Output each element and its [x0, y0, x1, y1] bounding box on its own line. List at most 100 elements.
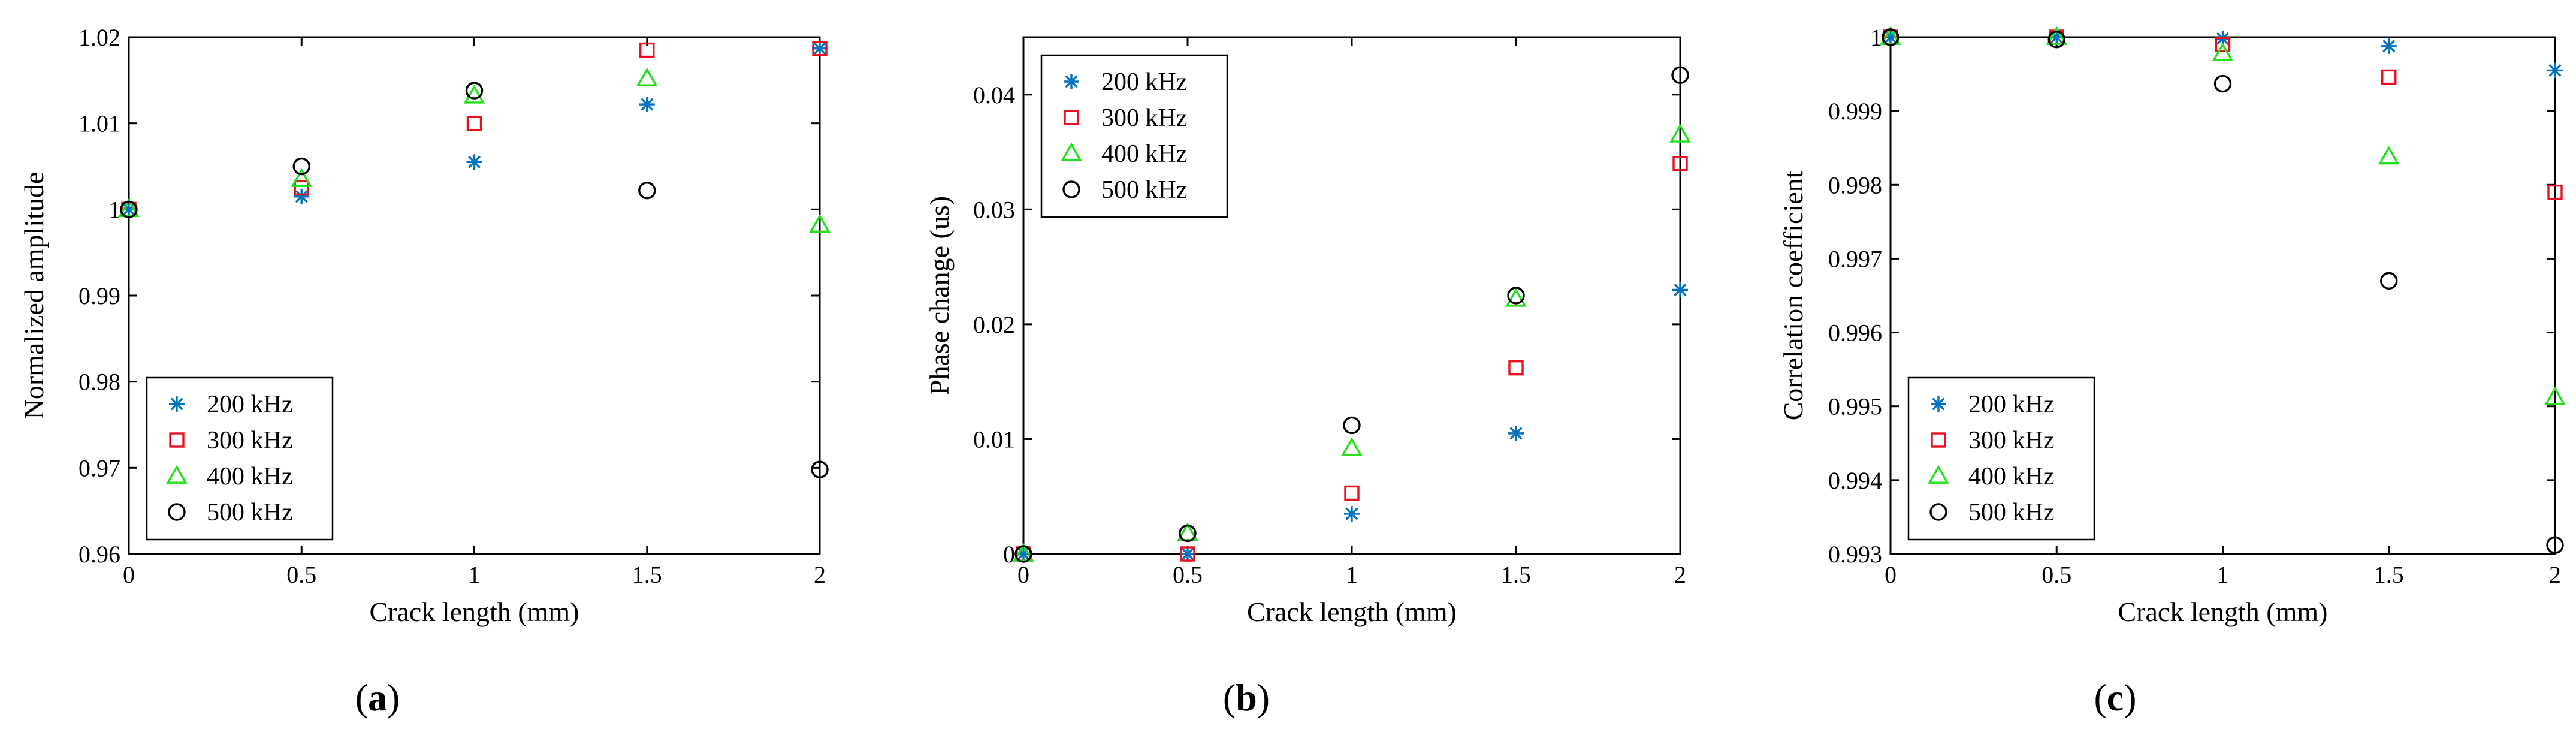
legend-entry: 300 kHz	[207, 427, 292, 454]
legend-entry: 500 kHz	[1968, 499, 2054, 526]
legend-marker	[169, 432, 185, 448]
data-point-300-khz	[2215, 37, 2231, 53]
x-tick-label: 1	[2217, 561, 2229, 588]
y-tick-label: 0.04	[973, 82, 1015, 109]
data-point-200-khz	[2381, 38, 2397, 54]
data-point-400-khz	[2046, 26, 2068, 45]
legend-marker	[1931, 396, 1946, 412]
panel-label-b: (b)	[1223, 676, 1270, 719]
data-point-200-khz	[1508, 425, 1524, 441]
legend-entry: 500 kHz	[207, 499, 292, 526]
x-tick-label: 1.5	[1501, 561, 1531, 588]
y-tick-label: 0.997	[1828, 245, 1882, 272]
panel-a: 0 0.5 1 1.5 2 0.96 0.97 0.98 0.99 1 1.01 1.02 Crack …	[19, 24, 831, 627]
data-point-400-khz	[2378, 146, 2400, 165]
legend-marker	[1931, 432, 1946, 448]
x-axis-label: Crack length (mm)	[2118, 597, 2327, 627]
x-tick-label: 0.5	[1173, 561, 1203, 588]
data-point-500-khz	[1671, 66, 1689, 84]
x-tick-label: 2	[814, 561, 826, 588]
panel-letter: c	[2107, 676, 2124, 719]
y-axis-label: Phase change (us)	[924, 196, 955, 395]
data-point-500-khz	[811, 460, 829, 478]
panel-c: 0 0.5 1 1.5 2 0.993 0.994 0.995 0.996 0.997 0.998 0…	[1778, 24, 2566, 627]
panel-letter: a	[368, 676, 387, 719]
data-point-400-khz	[118, 198, 140, 218]
data-point-400-khz	[291, 168, 313, 187]
y-tick-label: 0.996	[1828, 320, 1882, 347]
data-point-300-khz	[812, 40, 828, 56]
legend: 200 kHz 300 kHz 400 kHz 500 kHz	[1907, 376, 2095, 541]
x-axis-label: Crack length (mm)	[369, 597, 579, 627]
data-point-300-khz	[2547, 184, 2563, 200]
x-tick-label: 0.5	[286, 561, 316, 588]
x-tick-label: 1.5	[632, 561, 662, 588]
data-point-200-khz	[812, 40, 828, 56]
x-tick-label: 1	[469, 561, 481, 588]
data-point-500-khz	[1014, 545, 1032, 563]
x-tick-label: 0.5	[2042, 561, 2071, 588]
x-tick-label: 0	[1017, 561, 1029, 588]
data-point-500-khz	[2546, 536, 2564, 554]
y-tick-label: 1	[108, 196, 120, 223]
y-tick-label: 0.98	[78, 369, 120, 396]
x-tick-label: 2	[1674, 561, 1686, 588]
legend-marker	[1064, 74, 1079, 89]
legend: 200 kHz 300 kHz 400 kHz 500 kHz	[1040, 54, 1228, 218]
y-tick-label: 0.03	[973, 196, 1015, 223]
data-point-400-khz	[2212, 42, 2234, 62]
data-point-300-khz	[1508, 360, 1524, 376]
data-point-200-khz	[1672, 282, 1688, 298]
legend-marker	[1061, 142, 1082, 161]
y-tick-label: 0.998	[1828, 171, 1882, 198]
x-tick-label: 0	[123, 561, 135, 588]
data-point-400-khz	[1177, 522, 1198, 541]
y-axis-label: Normalized amplitude	[19, 172, 49, 420]
legend-entry: 400 kHz	[207, 463, 292, 490]
data-point-400-khz	[463, 85, 485, 104]
data-point-500-khz	[2380, 272, 2398, 290]
data-point-200-khz	[1344, 505, 1360, 522]
legend-marker	[1064, 110, 1079, 125]
legend-entry: 200 kHz	[1968, 391, 2054, 418]
data-point-200-khz	[1180, 546, 1195, 562]
data-point-300-khz	[1180, 546, 1195, 562]
data-point-400-khz	[809, 213, 831, 233]
x-axis-label: Crack length (mm)	[1247, 597, 1457, 627]
legend-entry: 400 kHz	[1968, 463, 2054, 490]
legend-entry: 300 kHz	[1968, 427, 2054, 454]
data-point-500-khz	[1179, 524, 1197, 543]
y-tick-label: 1	[1870, 24, 1882, 51]
data-point-300-khz	[294, 180, 309, 196]
y-tick-label: 0.999	[1828, 98, 1882, 125]
data-point-200-khz	[294, 188, 310, 204]
data-point-400-khz	[1880, 26, 1901, 45]
data-point-400-khz	[1505, 288, 1527, 307]
legend-marker	[168, 503, 186, 521]
data-point-500-khz	[1507, 287, 1525, 305]
panel-label-c: (c)	[2094, 676, 2136, 719]
data-point-400-khz	[1669, 123, 1691, 143]
y-tick-label: 0.01	[973, 426, 1015, 453]
data-point-400-khz	[1341, 437, 1363, 456]
data-point-500-khz	[1882, 28, 1899, 46]
data-point-400-khz	[1013, 543, 1034, 562]
y-tick-label: 0.995	[1828, 393, 1882, 420]
panel-label-a: (a)	[355, 676, 400, 719]
data-point-500-khz	[638, 182, 656, 200]
data-point-400-khz	[2544, 386, 2566, 405]
data-point-500-khz	[465, 82, 484, 100]
legend: 200 kHz 300 kHz 400 kHz 500 kHz	[146, 376, 334, 541]
y-axis-label: Correlation coefficient	[1778, 170, 1808, 420]
panel-letter: b	[1236, 676, 1257, 719]
legend-marker	[166, 465, 188, 484]
data-point-200-khz	[2547, 62, 2563, 79]
legend-marker	[1929, 503, 1947, 521]
data-point-500-khz	[120, 200, 138, 219]
data-point-500-khz	[2213, 74, 2232, 93]
legend-marker	[1062, 180, 1080, 198]
legend-marker	[1928, 465, 1949, 484]
data-point-300-khz	[639, 42, 655, 58]
legend-marker	[169, 396, 185, 412]
